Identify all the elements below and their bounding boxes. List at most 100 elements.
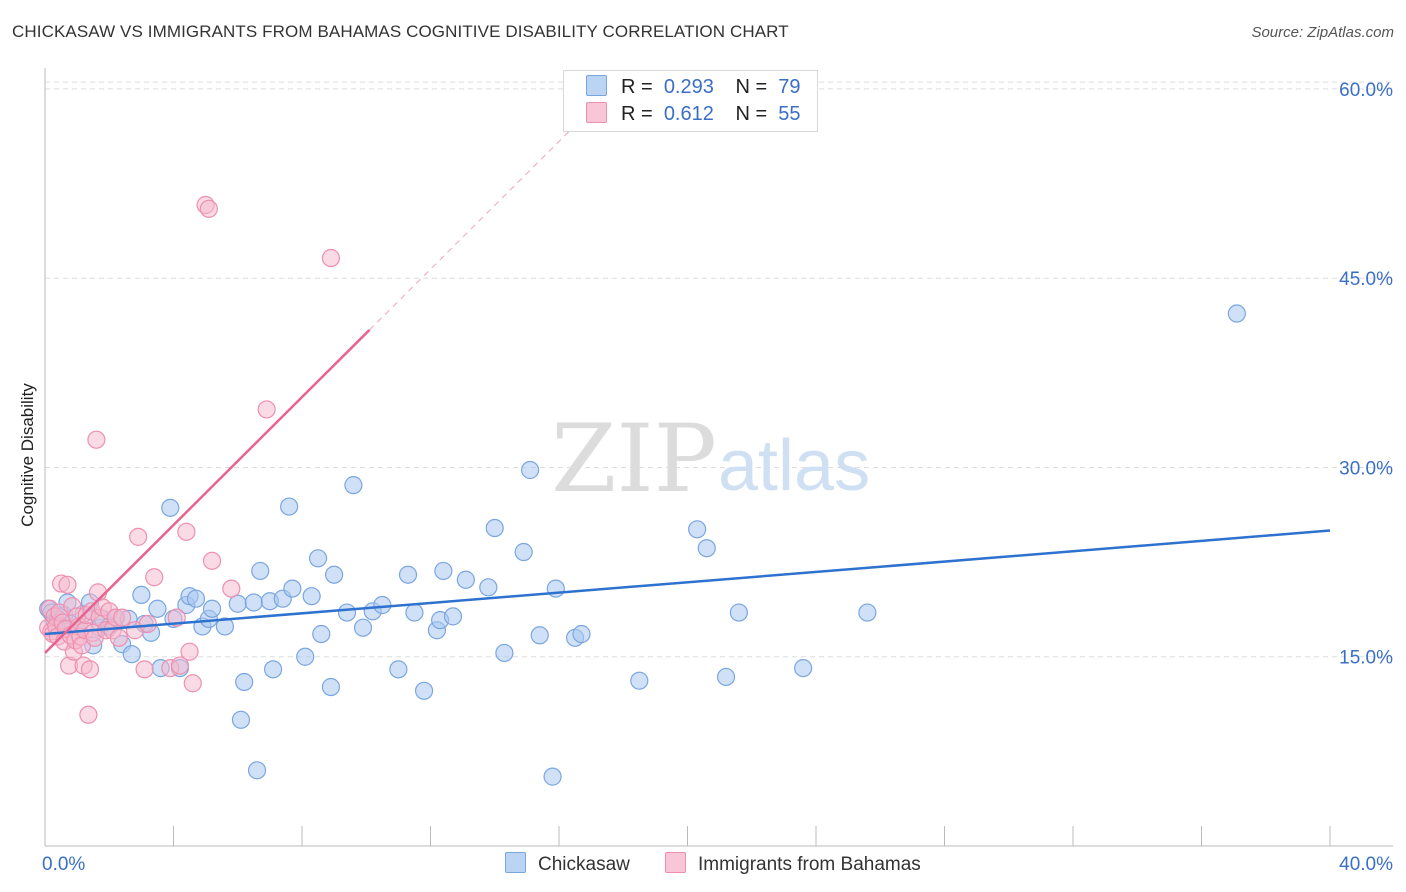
chickasaw-point: [122, 645, 141, 664]
chickasaw-point: [302, 587, 321, 606]
legend: R = 0.293 N = 79 R = 0.612 N = 55: [563, 70, 818, 132]
chickasaw-point: [485, 518, 504, 538]
chickasaw-point: [794, 658, 813, 678]
bahamas-point: [222, 579, 241, 598]
gridlines: [45, 81, 1393, 658]
chickasaw-point: [263, 660, 283, 679]
legend-n-label: N =: [735, 103, 768, 125]
x-tick-label: 0.0%: [42, 854, 85, 875]
bahamas-point: [183, 674, 202, 693]
x-tick-label: 40.0%: [1339, 854, 1393, 875]
chickasaw-point: [495, 643, 514, 663]
chickasaw-point: [543, 767, 562, 786]
legend-swatch-chickasaw: [586, 75, 607, 96]
chickasaw-point: [520, 460, 540, 480]
bahamas-point: [199, 199, 218, 218]
chickasaw-point: [373, 595, 392, 615]
chickasaw-point: [398, 565, 418, 584]
bahamas-point: [58, 575, 77, 594]
chickasaw-point: [630, 671, 649, 690]
bahamas-point: [112, 608, 132, 627]
chickasaw-point: [280, 497, 299, 516]
chickasaw-point: [148, 599, 167, 618]
legend-r-value-bahamas: 0.612: [663, 103, 714, 125]
bahamas-point: [202, 551, 222, 570]
bottom-legend-label-bahamas: Immigrants from Bahamas: [698, 854, 921, 875]
legend-n-value-chickasaw: 79: [778, 76, 801, 98]
chart-title: CHICKASAW VS IMMIGRANTS FROM BAHAMAS COG…: [12, 22, 789, 41]
bahamas-point: [135, 660, 154, 679]
chickasaw-point: [308, 549, 328, 568]
chickasaw-point: [251, 561, 270, 581]
y-tick-label: 45.0%: [1339, 269, 1393, 290]
chickasaw-point: [228, 594, 247, 613]
bahamas-point: [321, 248, 341, 268]
legend-row-chickasaw: R = 0.293 N = 79: [586, 75, 801, 99]
chickasaw-point: [434, 561, 453, 581]
bahamas-point: [180, 642, 199, 661]
chickasaw-point: [414, 681, 434, 700]
chickasaw-point: [186, 589, 206, 608]
bahamas-trend-extension: [369, 125, 576, 331]
bottom-legend-swatch-chickasaw: [505, 852, 526, 873]
legend-row-bahamas: R = 0.612 N = 55: [586, 102, 801, 126]
bottom-legend-swatch-bahamas: [665, 852, 686, 873]
chickasaw-point: [443, 607, 463, 626]
legend-n-label: N =: [735, 76, 768, 98]
chickasaw-point: [321, 677, 341, 697]
chickasaw-point: [215, 617, 234, 636]
bahamas-point: [257, 400, 276, 419]
chickasaw-point: [530, 626, 549, 645]
watermark-atlas: atlas: [718, 426, 870, 506]
chickasaw-point: [729, 603, 749, 622]
bahamas-point: [109, 628, 128, 647]
chickasaw-point: [132, 585, 151, 605]
legend-n-value-bahamas: 55: [778, 103, 801, 125]
series-chickasaw-points: [39, 304, 1246, 786]
bahamas-trend-line: [44, 329, 371, 654]
chickasaw-point: [353, 618, 373, 637]
chickasaw-point: [479, 578, 498, 597]
chickasaw-point: [337, 603, 357, 622]
chickasaw-point: [296, 647, 315, 666]
trend-lines: [44, 125, 1331, 654]
chickasaw-point: [244, 593, 263, 612]
chickasaw-point: [572, 624, 591, 644]
chickasaw-point: [389, 660, 408, 679]
y-tick-label: 60.0%: [1339, 80, 1393, 101]
chickasaw-point: [405, 603, 424, 622]
chickasaw-point: [344, 476, 363, 495]
chickasaw-point: [716, 667, 736, 687]
legend-r-label: R =: [621, 103, 653, 125]
watermark: ZIP atlas: [551, 405, 870, 514]
bahamas-point: [80, 660, 100, 679]
legend-swatch-bahamas: [586, 102, 607, 123]
chickasaw-point: [1227, 304, 1246, 323]
bahamas-point: [177, 522, 196, 541]
bahamas-point: [170, 656, 190, 675]
chickasaw-point: [325, 565, 344, 584]
source-label: Source: ZipAtlas.com: [1251, 24, 1394, 41]
chickasaw-point: [514, 542, 533, 562]
chickasaw-point: [283, 579, 302, 598]
legend-r-label: R =: [621, 76, 653, 98]
bahamas-point: [87, 430, 106, 449]
bottom-legend-chickasaw: Chickasaw: [505, 852, 630, 876]
bahamas-point: [88, 583, 108, 602]
chickasaw-point: [161, 498, 180, 517]
watermark-zip: ZIP: [551, 405, 717, 514]
legend-r-value-chickasaw: 0.293: [663, 76, 714, 98]
chickasaw-point: [235, 672, 254, 692]
chickasaw-trend-line: [44, 529, 1331, 636]
chickasaw-point: [202, 599, 222, 618]
tick-labels: 15.0% 30.0% 45.0% 60.0% 0.0% 40.0%: [42, 80, 1393, 875]
chickasaw-point: [312, 624, 331, 644]
chickasaw-point: [231, 710, 251, 729]
chickasaw-point: [697, 539, 716, 558]
chickasaw-point: [247, 761, 267, 780]
chickasaw-point: [456, 570, 475, 589]
bahamas-point: [129, 527, 148, 546]
chickasaw-point: [858, 603, 877, 622]
bahamas-point: [145, 568, 164, 587]
